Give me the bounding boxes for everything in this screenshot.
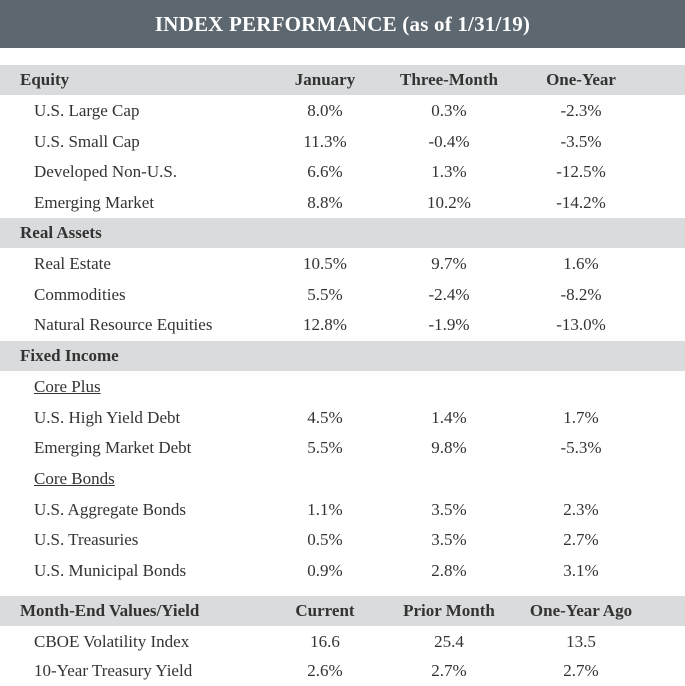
row-label: U.S. Treasuries <box>34 530 139 549</box>
cell-value: 5.5% <box>307 285 343 304</box>
cell-value: 2.7% <box>563 530 599 549</box>
row-label: U.S. Aggregate Bonds <box>34 500 187 519</box>
cell-value: -8.2% <box>560 285 602 304</box>
row-label: 10-Year Treasury Yield <box>34 661 193 680</box>
cell-value: 0.3% <box>431 101 467 120</box>
equity-header-row: Equity January Three-Month One-Year <box>0 65 685 95</box>
row-label: Developed Non-U.S. <box>34 162 178 181</box>
table-row: Developed Non-U.S. 6.6% 1.3% -12.5% <box>0 157 685 187</box>
cell-value: 10.5% <box>303 254 347 273</box>
subsection-label: Core Bonds <box>34 469 115 488</box>
subsection-row: Core Bonds <box>0 464 685 494</box>
cell-value: 1.1% <box>307 500 343 519</box>
table-row: Commodities 5.5% -2.4% -8.2% <box>0 280 685 310</box>
table-row: Natural Resource Equities 12.8% -1.9% -1… <box>0 310 685 340</box>
section-label: Month-End Values/Yield <box>20 601 200 620</box>
table-row: U.S. Treasuries 0.5% 3.5% 2.7% <box>0 525 685 555</box>
cell-value: 3.5% <box>431 530 467 549</box>
cell-value: 4.5% <box>307 408 343 427</box>
table-row: Emerging Market 8.8% 10.2% -14.2% <box>0 188 685 218</box>
column-header: Three-Month <box>400 70 498 89</box>
cell-value: 1.7% <box>563 408 599 427</box>
subsection-label: Core Plus <box>34 377 101 396</box>
column-header: One-Year Ago <box>529 601 633 620</box>
cell-value: 1.6% <box>563 254 599 273</box>
fixed-income-header-row: Fixed Income <box>0 341 685 371</box>
cell-value: 1.3% <box>431 162 467 181</box>
cell-value: -12.5% <box>556 162 606 181</box>
cell-value: -14.2% <box>556 193 606 212</box>
row-label: Natural Resource Equities <box>34 315 213 334</box>
cell-value: 2.3% <box>563 500 599 519</box>
row-label: U.S. Small Cap <box>34 132 140 151</box>
cell-value: 1.4% <box>431 408 467 427</box>
month-end-header-row: Month-End Values/Yield Current Prior Mon… <box>0 596 685 626</box>
section-label: Fixed Income <box>20 346 119 365</box>
cell-value: 12.8% <box>303 315 347 334</box>
cell-value: 5.5% <box>307 438 343 457</box>
subsection-row: Core Plus <box>0 372 685 402</box>
cell-value: 8.8% <box>307 193 343 212</box>
column-header: Current <box>295 601 355 620</box>
cell-value: 2.7% <box>563 661 599 680</box>
row-label: Real Estate <box>34 254 111 273</box>
cell-value: 13.5 <box>566 632 596 651</box>
row-label: Emerging Market Debt <box>34 438 192 457</box>
cell-value: 2.8% <box>431 561 467 580</box>
cell-value: -2.4% <box>428 285 470 304</box>
cell-value: -0.4% <box>428 132 470 151</box>
cell-value: 0.5% <box>307 530 343 549</box>
table-row: U.S. Municipal Bonds 0.9% 2.8% 3.1% <box>0 556 685 586</box>
cell-value: 25.4 <box>434 632 464 651</box>
row-label: CBOE Volatility Index <box>34 632 190 651</box>
cell-value: 11.3% <box>303 132 347 151</box>
cell-value: -2.3% <box>560 101 602 120</box>
row-label: Commodities <box>34 285 126 304</box>
cell-value: 2.6% <box>307 661 343 680</box>
section-label: Real Assets <box>20 223 102 242</box>
table-row: U.S. High Yield Debt 4.5% 1.4% 1.7% <box>0 403 685 433</box>
row-label: U.S. Municipal Bonds <box>34 561 187 580</box>
column-header: One-Year <box>546 70 616 89</box>
table-row: 10-Year Treasury Yield 2.6% 2.7% 2.7% <box>0 656 685 686</box>
cell-value: -3.5% <box>560 132 602 151</box>
row-label: U.S. Large Cap <box>34 101 140 120</box>
row-label: Emerging Market <box>34 193 155 212</box>
cell-value: -5.3% <box>560 438 602 457</box>
cell-value: 6.6% <box>307 162 343 181</box>
column-header: January <box>294 70 356 89</box>
table-row: Real Estate 10.5% 9.7% 1.6% <box>0 249 685 279</box>
cell-value: 9.8% <box>431 438 467 457</box>
real-assets-header-row: Real Assets <box>0 218 685 248</box>
table-row: U.S. Large Cap 8.0% 0.3% -2.3% <box>0 96 685 126</box>
cell-value: 16.6 <box>310 632 340 651</box>
cell-value: 9.7% <box>431 254 467 273</box>
cell-value: -1.9% <box>428 315 470 334</box>
cell-value: 10.2% <box>427 193 471 212</box>
row-label: U.S. High Yield Debt <box>34 408 181 427</box>
cell-value: 3.1% <box>563 561 599 580</box>
table-row: U.S. Small Cap 11.3% -0.4% -3.5% <box>0 127 685 157</box>
table-title: INDEX PERFORMANCE (as of 1/31/19) <box>0 0 685 48</box>
cell-value: 2.7% <box>431 661 467 680</box>
cell-value: -13.0% <box>556 315 606 334</box>
cell-value: 0.9% <box>307 561 343 580</box>
table-row: U.S. Aggregate Bonds 1.1% 3.5% 2.3% <box>0 495 685 525</box>
section-label: Equity <box>20 70 70 89</box>
table-row: CBOE Volatility Index 16.6 25.4 13.5 <box>0 627 685 657</box>
table-row: Emerging Market Debt 5.5% 9.8% -5.3% <box>0 433 685 463</box>
cell-value: 8.0% <box>307 101 343 120</box>
cell-value: 3.5% <box>431 500 467 519</box>
column-header: Prior Month <box>403 601 495 620</box>
